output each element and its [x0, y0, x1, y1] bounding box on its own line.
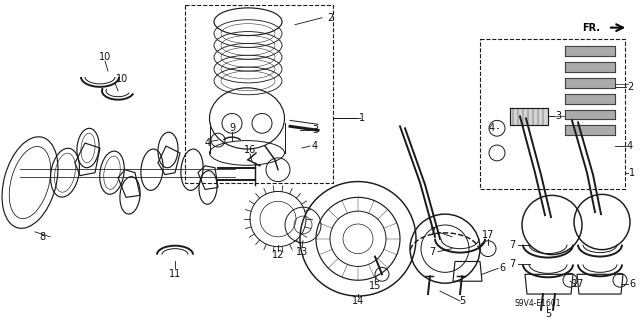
Text: 1: 1 [629, 168, 635, 178]
Text: 10: 10 [99, 52, 111, 62]
Text: 3: 3 [555, 111, 561, 122]
Text: 2: 2 [627, 82, 633, 92]
Text: 7: 7 [509, 240, 515, 250]
Text: 6: 6 [629, 279, 635, 289]
Text: 12: 12 [272, 249, 284, 260]
Text: 15: 15 [369, 281, 381, 291]
Text: 4: 4 [627, 141, 633, 151]
Text: 6: 6 [499, 263, 505, 273]
Text: 13: 13 [296, 247, 308, 256]
Text: 10: 10 [116, 74, 128, 84]
Text: 4: 4 [489, 123, 495, 133]
Text: FR.: FR. [582, 23, 600, 33]
Text: 2: 2 [327, 13, 333, 23]
Text: 4: 4 [205, 138, 211, 148]
Text: 11: 11 [169, 269, 181, 279]
Text: 9: 9 [229, 123, 235, 133]
Text: 17: 17 [482, 230, 494, 240]
Text: 1: 1 [359, 114, 365, 123]
Text: 4: 4 [312, 141, 318, 151]
Text: 5: 5 [459, 296, 465, 306]
Text: 7: 7 [429, 227, 435, 237]
Text: 7: 7 [509, 259, 515, 270]
Text: 8: 8 [39, 232, 45, 242]
Text: 14: 14 [352, 296, 364, 306]
Text: 3: 3 [312, 125, 318, 135]
Text: 5: 5 [545, 309, 551, 319]
Text: 7: 7 [429, 247, 435, 256]
Text: 17: 17 [572, 279, 584, 289]
Text: 16: 16 [244, 145, 256, 155]
Text: S9V4-E1601: S9V4-E1601 [515, 300, 561, 308]
